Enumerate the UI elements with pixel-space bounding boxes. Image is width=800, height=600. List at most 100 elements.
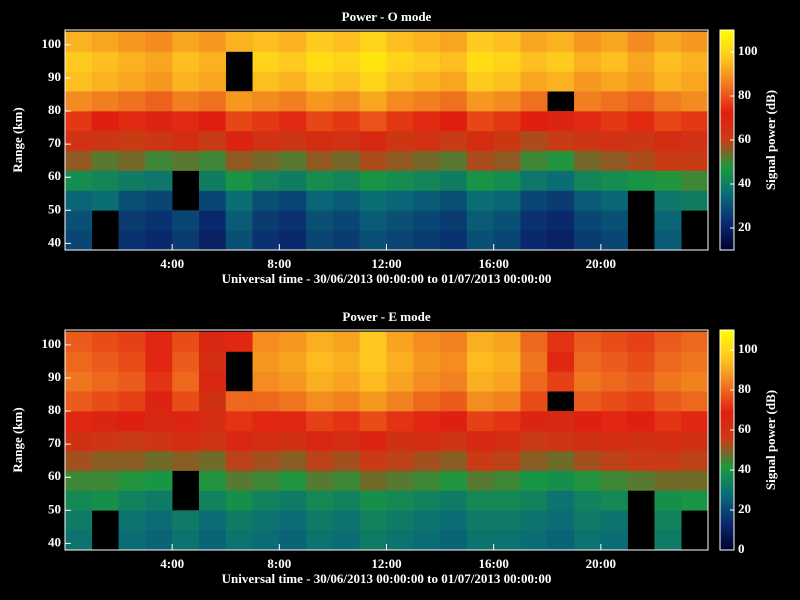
heatmap-cell <box>574 371 602 392</box>
heatmap-cell <box>440 230 468 251</box>
heatmap-cell <box>547 150 575 171</box>
heatmap-cell <box>466 430 494 452</box>
heatmap-cell <box>306 71 334 92</box>
heatmap-cell <box>225 91 253 112</box>
heatmap-cell <box>627 450 655 471</box>
heatmap-cell <box>520 51 548 72</box>
heatmap-cell <box>332 170 361 191</box>
heatmap-cell <box>440 331 468 352</box>
heatmap-cell <box>225 470 253 491</box>
y-tick-label: 80 <box>48 102 61 117</box>
heatmap-cell <box>493 111 521 132</box>
heatmap-cell <box>547 31 575 52</box>
heatmap-cell <box>332 331 361 352</box>
heatmap-cell <box>413 470 441 491</box>
heatmap-cell <box>118 450 146 471</box>
heatmap-cell <box>547 51 575 72</box>
heatmap-cell <box>306 391 334 412</box>
heatmap-cell <box>547 111 575 132</box>
heatmap-cell <box>118 210 146 231</box>
heatmap-cell <box>413 530 441 551</box>
heatmap-cell <box>413 130 441 152</box>
heatmap-cell <box>600 430 628 452</box>
heatmap-cell <box>332 71 361 92</box>
heatmap-cell <box>359 150 387 171</box>
heatmap-cell <box>118 371 146 392</box>
heatmap-cell <box>91 391 119 412</box>
heatmap-cell <box>681 150 709 171</box>
heatmap-cell <box>279 150 307 171</box>
heatmap-cell <box>359 510 387 531</box>
heatmap-cell <box>198 210 227 231</box>
heatmap-cell <box>520 230 548 251</box>
heatmap-cell <box>332 391 361 412</box>
heatmap-cell <box>493 91 521 112</box>
heatmap-cell <box>198 71 227 92</box>
heatmap-cell <box>359 351 387 372</box>
heatmap-cell <box>332 31 361 52</box>
heatmap-cell <box>466 190 494 211</box>
heatmap-cell <box>172 411 200 432</box>
x-axis-label: Universal time - 30/06/2013 00:00:00 to … <box>222 271 552 286</box>
heatmap-cell <box>654 391 682 412</box>
heatmap-cell <box>520 331 548 352</box>
heatmap-cell <box>681 450 709 471</box>
heatmap-cell <box>440 150 468 171</box>
heatmap-cell <box>91 150 119 171</box>
heatmap-cell <box>654 71 682 92</box>
heatmap-cell <box>279 510 307 531</box>
heatmap-cell <box>600 371 628 392</box>
heatmap-cell <box>279 411 307 432</box>
heatmap-cell <box>386 71 414 92</box>
heatmap-cell <box>279 331 307 352</box>
heatmap-cell <box>145 51 173 72</box>
heatmap-cell <box>493 411 521 432</box>
heatmap-cell <box>91 490 119 511</box>
heatmap-cell <box>225 490 253 511</box>
heatmap-cell <box>574 51 602 72</box>
heatmap-cell <box>359 430 387 452</box>
heatmap-cell <box>681 71 709 92</box>
heatmap-cell <box>466 371 494 392</box>
heatmap-cell <box>65 391 93 412</box>
heatmap-cell <box>574 150 602 171</box>
heatmap-cell <box>386 510 414 531</box>
heatmap-cell <box>547 470 575 491</box>
heatmap-cell <box>145 351 173 372</box>
heatmap-cell <box>681 190 709 211</box>
heatmap-cell <box>681 31 709 52</box>
heatmap-cell <box>547 130 575 152</box>
heatmap-cell <box>118 71 146 92</box>
heatmap-cell <box>493 71 521 92</box>
heatmap-cell <box>118 411 146 432</box>
heatmap-cell <box>493 31 521 52</box>
heatmap-cell <box>654 470 682 491</box>
heatmap-cell <box>600 230 628 251</box>
heatmap-cell <box>413 210 441 231</box>
heatmap-cell <box>627 51 655 72</box>
heatmap-cell <box>252 190 280 211</box>
heatmap-cell <box>440 490 468 511</box>
heatmap-cell <box>413 430 441 452</box>
heatmap-cell <box>627 71 655 92</box>
heatmap-cell <box>413 331 441 352</box>
heatmap-cell <box>359 91 387 112</box>
heatmap-cell <box>359 230 387 251</box>
heatmap-cell <box>65 230 93 251</box>
heatmap-cell <box>279 71 307 92</box>
heatmap-cell <box>118 170 146 191</box>
colorbar-tick-label: 100 <box>738 43 758 58</box>
heatmap-cell <box>279 210 307 231</box>
heatmap-cell <box>654 430 682 452</box>
heatmap-cell <box>118 150 146 171</box>
heatmap-cell <box>681 111 709 132</box>
heatmap-cell <box>520 391 548 412</box>
heatmap-cell <box>520 31 548 52</box>
heatmap-cell <box>574 230 602 251</box>
heatmap-cell <box>440 31 468 52</box>
heatmap-cell <box>225 111 253 132</box>
heatmap-cell <box>145 530 173 551</box>
heatmap-cell <box>306 470 334 491</box>
heatmap-cell <box>332 450 361 471</box>
